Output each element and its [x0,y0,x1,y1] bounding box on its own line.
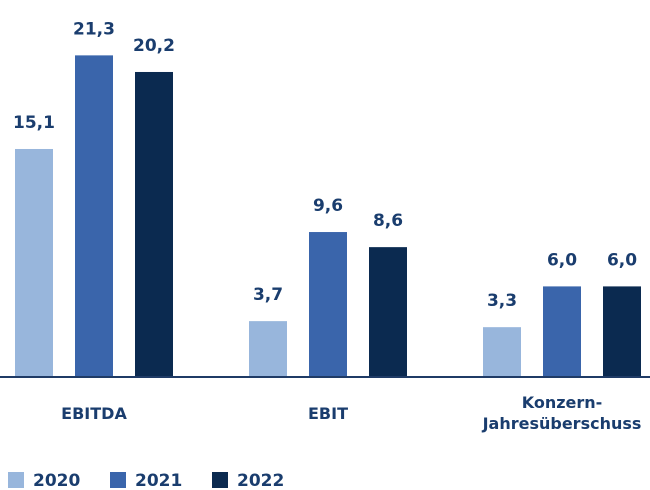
bar [603,286,641,377]
category-label: EBITDA [61,403,127,423]
bar [543,286,581,377]
bar [483,327,521,377]
legend-label: 2022 [237,471,284,490]
bar [15,148,53,377]
value-label: 8,6 [373,211,403,231]
legend-label: 2020 [33,471,80,490]
value-label: 15,1 [13,113,55,133]
value-label: 3,7 [253,285,283,305]
bar [249,321,287,377]
value-label: 21,3 [73,19,115,39]
bar [135,71,173,377]
value-label: 6,0 [607,250,637,270]
legend-label: 2021 [135,471,182,490]
bar [309,232,347,377]
value-label: 20,2 [133,36,175,56]
category-label: Konzern- Jahresüberschuss [482,393,642,433]
value-label: 6,0 [547,250,577,270]
legend-swatch [212,472,228,488]
value-label: 9,6 [313,196,343,216]
legend-swatch [8,472,24,488]
bar [75,55,113,378]
value-label: 3,3 [487,291,517,311]
category-label: EBIT [308,403,348,423]
legend-swatch [110,472,126,488]
bar [369,247,407,377]
